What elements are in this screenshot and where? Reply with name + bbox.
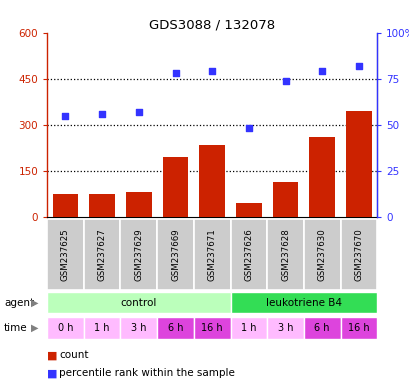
Text: 6 h: 6 h (314, 323, 329, 333)
Text: 6 h: 6 h (167, 323, 183, 333)
Bar (162, 157, 188, 217)
Point (318, 68, 325, 74)
Bar (120, 317, 157, 339)
Bar (340, 219, 376, 290)
Bar (47, 219, 83, 290)
Point (245, 126, 252, 132)
Bar (340, 317, 376, 339)
Bar (272, 182, 298, 217)
Bar (230, 317, 267, 339)
Point (281, 78, 288, 84)
Title: GDS3088 / 132078: GDS3088 / 132078 (149, 18, 274, 31)
Point (209, 68, 215, 74)
Point (99, 111, 105, 117)
Text: ■: ■ (47, 368, 58, 378)
Text: count: count (59, 350, 89, 360)
Text: leukotriene B4: leukotriene B4 (265, 298, 341, 308)
Text: 16 h: 16 h (347, 323, 369, 333)
Text: GSM237669: GSM237669 (171, 228, 180, 281)
Bar (303, 317, 340, 339)
Bar (120, 219, 157, 290)
Text: ▶: ▶ (31, 323, 38, 333)
Bar (47, 292, 230, 313)
Text: control: control (120, 298, 157, 308)
Bar (157, 317, 193, 339)
Text: GSM237629: GSM237629 (134, 228, 143, 281)
Bar (230, 292, 376, 313)
Text: agent: agent (4, 298, 34, 308)
Text: 0 h: 0 h (58, 323, 73, 333)
Bar (52, 194, 78, 217)
Bar (303, 219, 340, 290)
Text: 16 h: 16 h (201, 323, 222, 333)
Bar (83, 219, 120, 290)
Bar (345, 111, 371, 217)
Text: 3 h: 3 h (131, 323, 146, 333)
Text: GSM237628: GSM237628 (280, 228, 289, 281)
Text: percentile rank within the sample: percentile rank within the sample (59, 368, 235, 378)
Bar (267, 219, 303, 290)
Bar (157, 219, 193, 290)
Text: GSM237671: GSM237671 (207, 228, 216, 281)
Bar (267, 317, 303, 339)
Text: 3 h: 3 h (277, 323, 292, 333)
Bar (236, 203, 261, 217)
Text: GSM237630: GSM237630 (317, 228, 326, 281)
Bar (230, 219, 267, 290)
Bar (89, 194, 115, 217)
Text: time: time (4, 323, 28, 333)
Text: ■: ■ (47, 350, 58, 360)
Point (172, 70, 178, 76)
Text: ▶: ▶ (31, 298, 38, 308)
Text: GSM237626: GSM237626 (244, 228, 253, 281)
Point (135, 109, 142, 115)
Text: 1 h: 1 h (94, 323, 110, 333)
Bar (47, 317, 83, 339)
Bar (193, 219, 230, 290)
Text: GSM237670: GSM237670 (353, 228, 362, 281)
Bar (309, 137, 334, 217)
Point (62, 113, 69, 119)
Point (355, 63, 361, 69)
Bar (199, 145, 225, 217)
Bar (126, 192, 151, 217)
Bar (193, 317, 230, 339)
Text: 1 h: 1 h (240, 323, 256, 333)
Bar (83, 317, 120, 339)
Text: GSM237627: GSM237627 (97, 228, 106, 281)
Text: GSM237625: GSM237625 (61, 228, 70, 281)
